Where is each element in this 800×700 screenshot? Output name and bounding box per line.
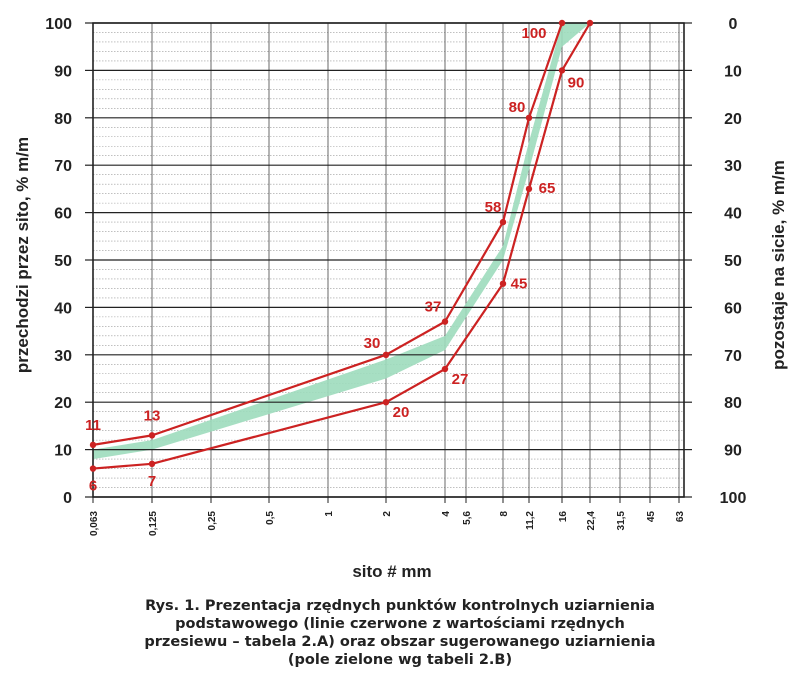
y-tick-label-left: 70	[54, 158, 72, 175]
y-tick-label-right: 40	[724, 206, 742, 223]
y-tick-label-right: 10	[724, 63, 742, 80]
x-tick-label: 0,5	[265, 511, 276, 525]
data-point	[558, 19, 566, 27]
x-tick-label: 0,125	[148, 511, 159, 536]
data-point	[441, 318, 449, 325]
y-tick-label-right: 90	[724, 443, 742, 460]
y-tick-label-right: 80	[724, 395, 742, 412]
y-tick-label-left: 100	[45, 16, 72, 33]
y-tick-label-right: 20	[724, 111, 742, 128]
y-tick-label-right: 100	[720, 490, 747, 507]
y-tick-label-left: 90	[54, 63, 72, 80]
y-tick-label-left: 80	[54, 111, 72, 128]
x-tick-label: 5,6	[462, 511, 473, 525]
data-point	[441, 365, 449, 373]
series-line	[92, 22, 591, 470]
data-point	[148, 460, 156, 468]
major-grid	[92, 22, 685, 498]
y-tick-label-right: 70	[724, 348, 742, 365]
axis-layer: 0102030405060708090100100908070605040302…	[45, 16, 746, 536]
caption-line: Rys. 1. Prezentacja rzędnych punktów kon…	[145, 598, 655, 614]
data-point	[382, 399, 390, 406]
x-tick-label: 0,063	[89, 511, 100, 536]
caption-line: przesiewu – tabela 2.A) oraz obszar suge…	[144, 634, 656, 650]
data-label: 13	[144, 407, 161, 424]
x-tick-label: 11,2	[525, 511, 536, 530]
y-tick-label-left: 40	[54, 300, 72, 317]
x-tick-label: 4	[441, 511, 452, 517]
x-tick-label: 2	[382, 511, 393, 517]
data-point	[525, 185, 533, 193]
data-point	[499, 280, 507, 287]
x-tick-label: 8	[499, 511, 510, 517]
data-label: 80	[509, 99, 526, 116]
x-tick-label: 63	[675, 511, 686, 523]
data-label: 30	[364, 335, 381, 352]
y-tick-label-right: 0	[729, 16, 738, 33]
y-tick-label-right: 60	[724, 300, 742, 317]
figure-caption: Rys. 1. Prezentacja rzędnych punktów kon…	[60, 597, 740, 669]
data-label: 58	[485, 199, 502, 216]
y-tick-label-left: 50	[54, 253, 72, 270]
y-tick-label-right: 30	[724, 158, 742, 175]
data-label: 65	[539, 180, 556, 197]
data-point	[89, 465, 97, 472]
y-tick-label-left: 10	[54, 443, 72, 460]
caption-line: (pole zielone wg tabeli 2.B)	[287, 652, 513, 668]
data-label: 20	[393, 404, 410, 421]
data-point	[525, 114, 533, 122]
data-label: 45	[511, 276, 528, 293]
minor-grid	[93, 32, 684, 488]
data-label: 27	[452, 371, 469, 388]
y-axis-title-right: pozostaje na sicie, % m/m	[769, 160, 788, 370]
data-label: 7	[148, 473, 156, 490]
data-point	[89, 441, 97, 449]
data-point	[558, 67, 566, 74]
data-point	[586, 19, 594, 27]
data-label: 100	[521, 25, 546, 42]
caption-line: podstawowego (linie czerwone z wartościa…	[175, 616, 625, 632]
data-label: 11	[85, 417, 101, 434]
y-tick-label-left: 30	[54, 348, 72, 365]
x-axis-title: sito # mm	[352, 562, 431, 581]
y-axis-title-left: przechodzi przez sito, % m/m	[13, 137, 32, 373]
x-tick-label: 22,4	[586, 511, 597, 531]
data-label: 90	[568, 74, 585, 91]
x-tick-label: 45	[646, 511, 657, 523]
series-layer: 11 13 30 37 58 80 100 6 7 20 27 45 65 90	[85, 19, 594, 495]
x-tick-label: 31,5	[616, 511, 627, 531]
x-tick-label: 16	[558, 511, 569, 523]
x-tick-label: 1	[324, 511, 335, 517]
y-tick-label-left: 20	[54, 395, 72, 412]
data-label: 6	[89, 478, 97, 495]
data-label: 37	[425, 299, 442, 316]
data-point	[499, 218, 507, 226]
y-tick-label-right: 50	[724, 253, 742, 270]
data-point	[148, 432, 156, 439]
x-tick-label: 0,25	[207, 511, 218, 531]
data-point	[382, 351, 390, 358]
y-tick-label-left: 0	[63, 490, 72, 507]
y-tick-label-left: 60	[54, 206, 72, 223]
